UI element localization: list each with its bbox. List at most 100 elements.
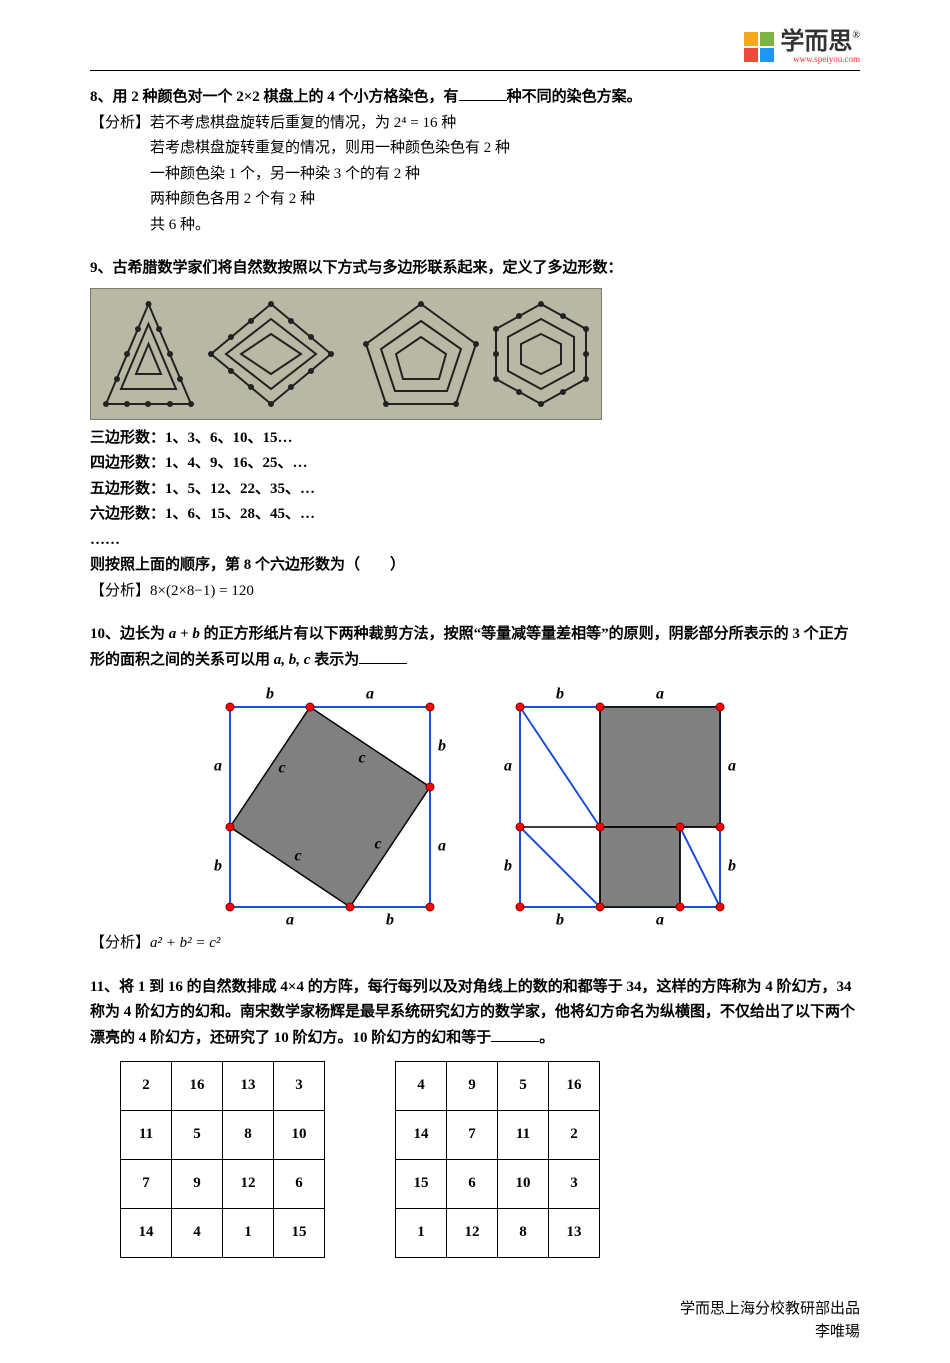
svg-text:a: a bbox=[214, 758, 222, 775]
question-8: 8、用 2 种颜色对一个 2×2 棋盘上的 4 个小方格染色，有 种不同的染色方案… bbox=[90, 85, 860, 238]
svg-text:c: c bbox=[294, 848, 301, 865]
q11-blank bbox=[491, 1026, 539, 1042]
logo-url: www.speiyou.com bbox=[780, 54, 860, 64]
q9-prompt: 9、古希腊数学家们将自然数按照以下方式与多边形联系起来，定义了多边形数： bbox=[90, 256, 860, 282]
magic-cell: 7 bbox=[121, 1160, 172, 1209]
magic-cell: 10 bbox=[274, 1111, 325, 1160]
logo-reg: ® bbox=[852, 30, 860, 41]
q10-prompt-post: 表示为 bbox=[310, 652, 359, 668]
magic-cell: 9 bbox=[172, 1160, 223, 1209]
magic-cell: 1 bbox=[223, 1209, 274, 1258]
magic-cell: 14 bbox=[396, 1111, 447, 1160]
svg-text:b: b bbox=[556, 687, 564, 703]
svg-text:b: b bbox=[438, 738, 446, 755]
q10-analysis-expr: a² + b² = c² bbox=[150, 935, 220, 951]
footer: 学而思上海分校教研部出品 李唯瑒 bbox=[90, 1298, 860, 1343]
magic-cell: 2 bbox=[121, 1062, 172, 1111]
logo-sq-4 bbox=[760, 48, 774, 62]
magic-cell: 8 bbox=[498, 1209, 549, 1258]
q9-polygons-svg bbox=[91, 289, 601, 419]
magic-cell: 12 bbox=[447, 1209, 498, 1258]
q9-pentagons: 五边形数：1、5、12、22、35、… bbox=[90, 477, 860, 503]
magic-cell: 13 bbox=[223, 1062, 274, 1111]
q10-fig-left: baabbaabcccc bbox=[210, 687, 450, 927]
question-11: 11、将 1 到 16 的自然数排成 4×4 的方阵，每行每列以及对角线上的数的… bbox=[90, 975, 860, 1259]
page-container: 学而思 ® www.speiyou.com 8、用 2 种颜色对一个 2×2 棋… bbox=[0, 0, 950, 1363]
logo: 学而思 ® www.speiyou.com bbox=[744, 30, 860, 64]
q9-analysis-expr: 8×(2×8−1) = 120 bbox=[150, 583, 254, 599]
svg-text:c: c bbox=[374, 836, 381, 853]
magic-cell: 3 bbox=[549, 1160, 600, 1209]
svg-text:b: b bbox=[504, 858, 512, 875]
q10-var-abc: a, b, c bbox=[274, 652, 311, 668]
magic-cell: 14 bbox=[121, 1209, 172, 1258]
magic-cell: 4 bbox=[396, 1062, 447, 1111]
q9-hexagons: 六边形数：1、6、15、28、45、… bbox=[90, 502, 860, 528]
q8-line1: 若不考虑棋盘旋转后重复的情况，为 2⁴ = 16 种 bbox=[150, 115, 456, 131]
svg-text:a: a bbox=[438, 838, 446, 855]
q10-prompt: 10、边长为 a + b 的正方形纸片有以下两种裁剪方法，按照“等量减等量差相等… bbox=[90, 622, 860, 673]
q8-line2: 若考虑棋盘旋转重复的情况，则用一种颜色染色有 2 种 bbox=[150, 136, 860, 162]
svg-text:a: a bbox=[504, 758, 512, 775]
magic-cell: 11 bbox=[498, 1111, 549, 1160]
svg-text:b: b bbox=[556, 912, 564, 927]
q11-magic-squares: 21613311581079126144115 4951614711215610… bbox=[120, 1061, 860, 1258]
svg-text:c: c bbox=[358, 750, 365, 767]
magic-cell: 2 bbox=[549, 1111, 600, 1160]
magic-cell: 15 bbox=[396, 1160, 447, 1209]
svg-text:a: a bbox=[286, 912, 294, 927]
q9-triangles: 三边形数：1、3、6、10、15… bbox=[90, 426, 860, 452]
magic-cell: 7 bbox=[447, 1111, 498, 1160]
q10-prompt-pre: 10、边长为 bbox=[90, 626, 169, 642]
magic-square-2: 49516147112156103112813 bbox=[395, 1061, 600, 1258]
logo-sq-3 bbox=[744, 48, 758, 62]
magic-cell: 3 bbox=[274, 1062, 325, 1111]
q10-analysis-label: 【分析】 bbox=[90, 935, 150, 951]
svg-text:c: c bbox=[278, 760, 285, 777]
magic-cell: 15 bbox=[274, 1209, 325, 1258]
magic-cell: 9 bbox=[447, 1062, 498, 1111]
magic-cell: 12 bbox=[223, 1160, 274, 1209]
q9-question: 则按照上面的顺序，第 8 个六边形数为（ ） bbox=[90, 553, 860, 579]
q9-figure bbox=[90, 288, 602, 420]
q8-prompt-post: 种不同的染色方案。 bbox=[507, 89, 642, 105]
magic-cell: 6 bbox=[447, 1160, 498, 1209]
q8-line4: 两种颜色各用 2 个有 2 种 bbox=[150, 187, 860, 213]
q10-var-ab: a + b bbox=[169, 626, 200, 642]
svg-text:a: a bbox=[656, 687, 664, 703]
q10-analysis: 【分析】a² + b² = c² bbox=[90, 931, 860, 957]
logo-row: 学而思 ® www.speiyou.com bbox=[90, 30, 860, 64]
q11-prompt-post: 。 bbox=[539, 1030, 554, 1046]
magic-cell: 16 bbox=[549, 1062, 600, 1111]
q8-blank bbox=[459, 85, 507, 101]
q8-analysis-label: 【分析】 bbox=[90, 115, 150, 131]
q9-analysis: 【分析】8×(2×8−1) = 120 bbox=[90, 579, 860, 605]
svg-text:b: b bbox=[386, 912, 394, 927]
logo-text-block: 学而思 ® www.speiyou.com bbox=[780, 30, 860, 64]
magic-cell: 4 bbox=[172, 1209, 223, 1258]
q10-figures: baabbaabcccc baababba bbox=[90, 687, 860, 927]
q9-analysis-label: 【分析】 bbox=[90, 583, 150, 599]
logo-sq-1 bbox=[744, 32, 758, 46]
top-divider bbox=[90, 70, 860, 71]
q8-prompt-pre: 8、用 2 种颜色对一个 2×2 棋盘上的 4 个小方格染色，有 bbox=[90, 89, 459, 105]
footer-line2: 李唯瑒 bbox=[90, 1321, 860, 1344]
magic-cell: 1 bbox=[396, 1209, 447, 1258]
magic-cell: 16 bbox=[172, 1062, 223, 1111]
svg-text:b: b bbox=[214, 858, 222, 875]
q10-prompt-mid: 的正方形纸片有以下两种裁剪方法，按照“等量减等量差相等”的原则，阴影部分所表示的… bbox=[90, 626, 849, 668]
q8-prompt: 8、用 2 种颜色对一个 2×2 棋盘上的 4 个小方格染色，有 种不同的染色方案… bbox=[90, 85, 860, 111]
magic-cell: 11 bbox=[121, 1111, 172, 1160]
svg-text:a: a bbox=[728, 758, 736, 775]
magic-cell: 6 bbox=[274, 1160, 325, 1209]
question-9: 9、古希腊数学家们将自然数按照以下方式与多边形联系起来，定义了多边形数： bbox=[90, 256, 860, 604]
q11-prompt: 11、将 1 到 16 的自然数排成 4×4 的方阵，每行每列以及对角线上的数的… bbox=[90, 975, 860, 1052]
logo-sq-2 bbox=[760, 32, 774, 46]
q8-line3: 一种颜色染 1 个，另一种染 3 个的有 2 种 bbox=[150, 162, 860, 188]
q9-ellipsis: …… bbox=[90, 528, 860, 554]
logo-mark bbox=[744, 32, 774, 62]
svg-text:b: b bbox=[728, 858, 736, 875]
svg-text:a: a bbox=[656, 912, 664, 927]
q8-analysis: 【分析】若不考虑棋盘旋转后重复的情况，为 2⁴ = 16 种 bbox=[90, 111, 860, 137]
magic-cell: 10 bbox=[498, 1160, 549, 1209]
